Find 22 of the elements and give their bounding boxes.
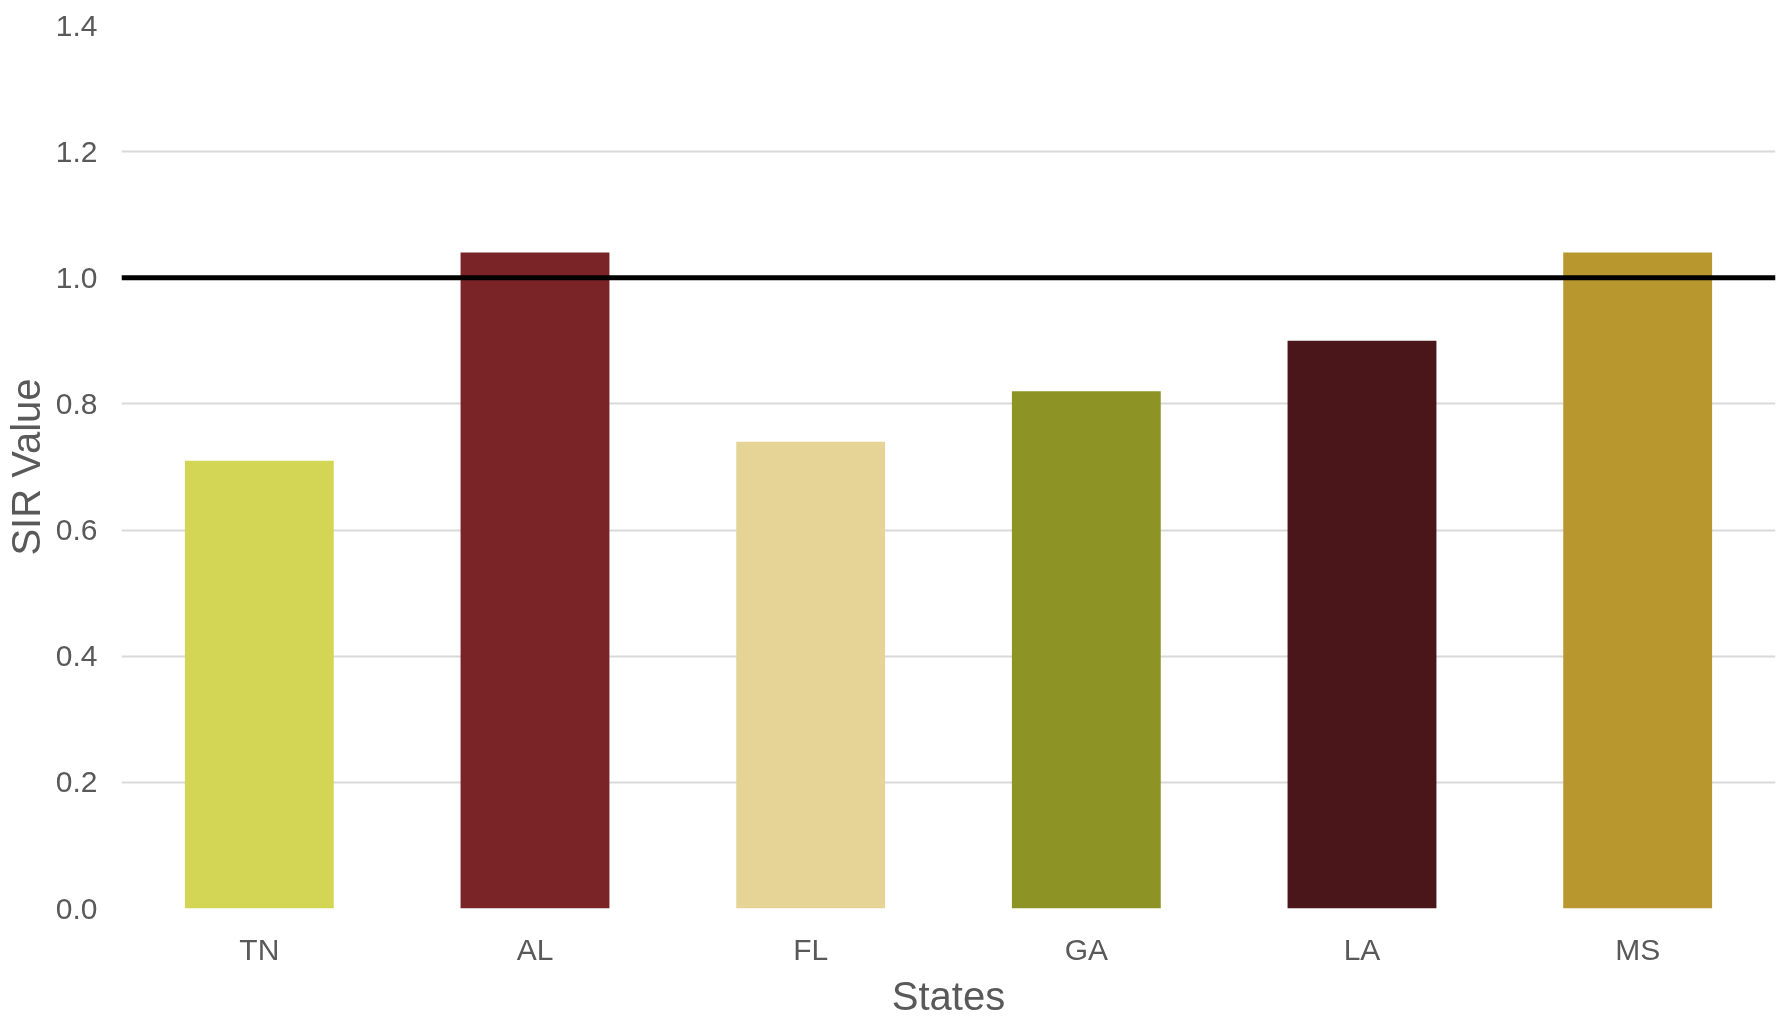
x-tick-label: FL xyxy=(793,932,829,966)
x-tick-label: MS xyxy=(1615,932,1661,966)
x-tick-label: AL xyxy=(516,932,554,966)
bar xyxy=(184,460,334,909)
y-tick-label: 1.4 xyxy=(55,8,98,42)
y-tick-label: 0.6 xyxy=(55,513,98,547)
bar xyxy=(1287,340,1437,909)
y-tick-label: 0.4 xyxy=(55,639,98,673)
x-tick-label: LA xyxy=(1343,932,1381,966)
bar xyxy=(1563,252,1713,909)
y-axis-title: SIR Value xyxy=(3,378,48,556)
y-tick-label: 1.2 xyxy=(55,134,98,168)
y-tick-label: 1.0 xyxy=(55,260,98,294)
x-tick-label: TN xyxy=(239,932,280,966)
bar xyxy=(1011,391,1161,909)
y-tick-label: 0.0 xyxy=(55,891,98,925)
x-tick-label: GA xyxy=(1064,932,1109,966)
y-tick-label: 0.8 xyxy=(55,386,98,420)
x-axis-title: States xyxy=(891,973,1006,1018)
bar xyxy=(736,441,886,909)
y-tick-label: 0.2 xyxy=(55,765,98,799)
bar xyxy=(460,252,610,909)
